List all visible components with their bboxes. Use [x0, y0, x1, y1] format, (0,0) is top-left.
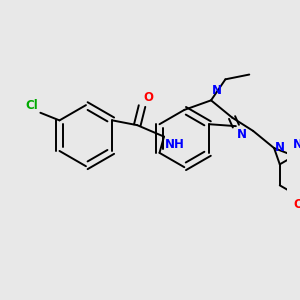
Text: O: O — [293, 198, 300, 211]
Text: Cl: Cl — [26, 99, 38, 112]
Text: NH: NH — [165, 138, 185, 151]
Text: N: N — [293, 138, 300, 151]
Text: N: N — [237, 128, 247, 141]
Text: N: N — [212, 85, 222, 98]
Text: O: O — [143, 91, 153, 104]
Text: N: N — [275, 141, 285, 154]
